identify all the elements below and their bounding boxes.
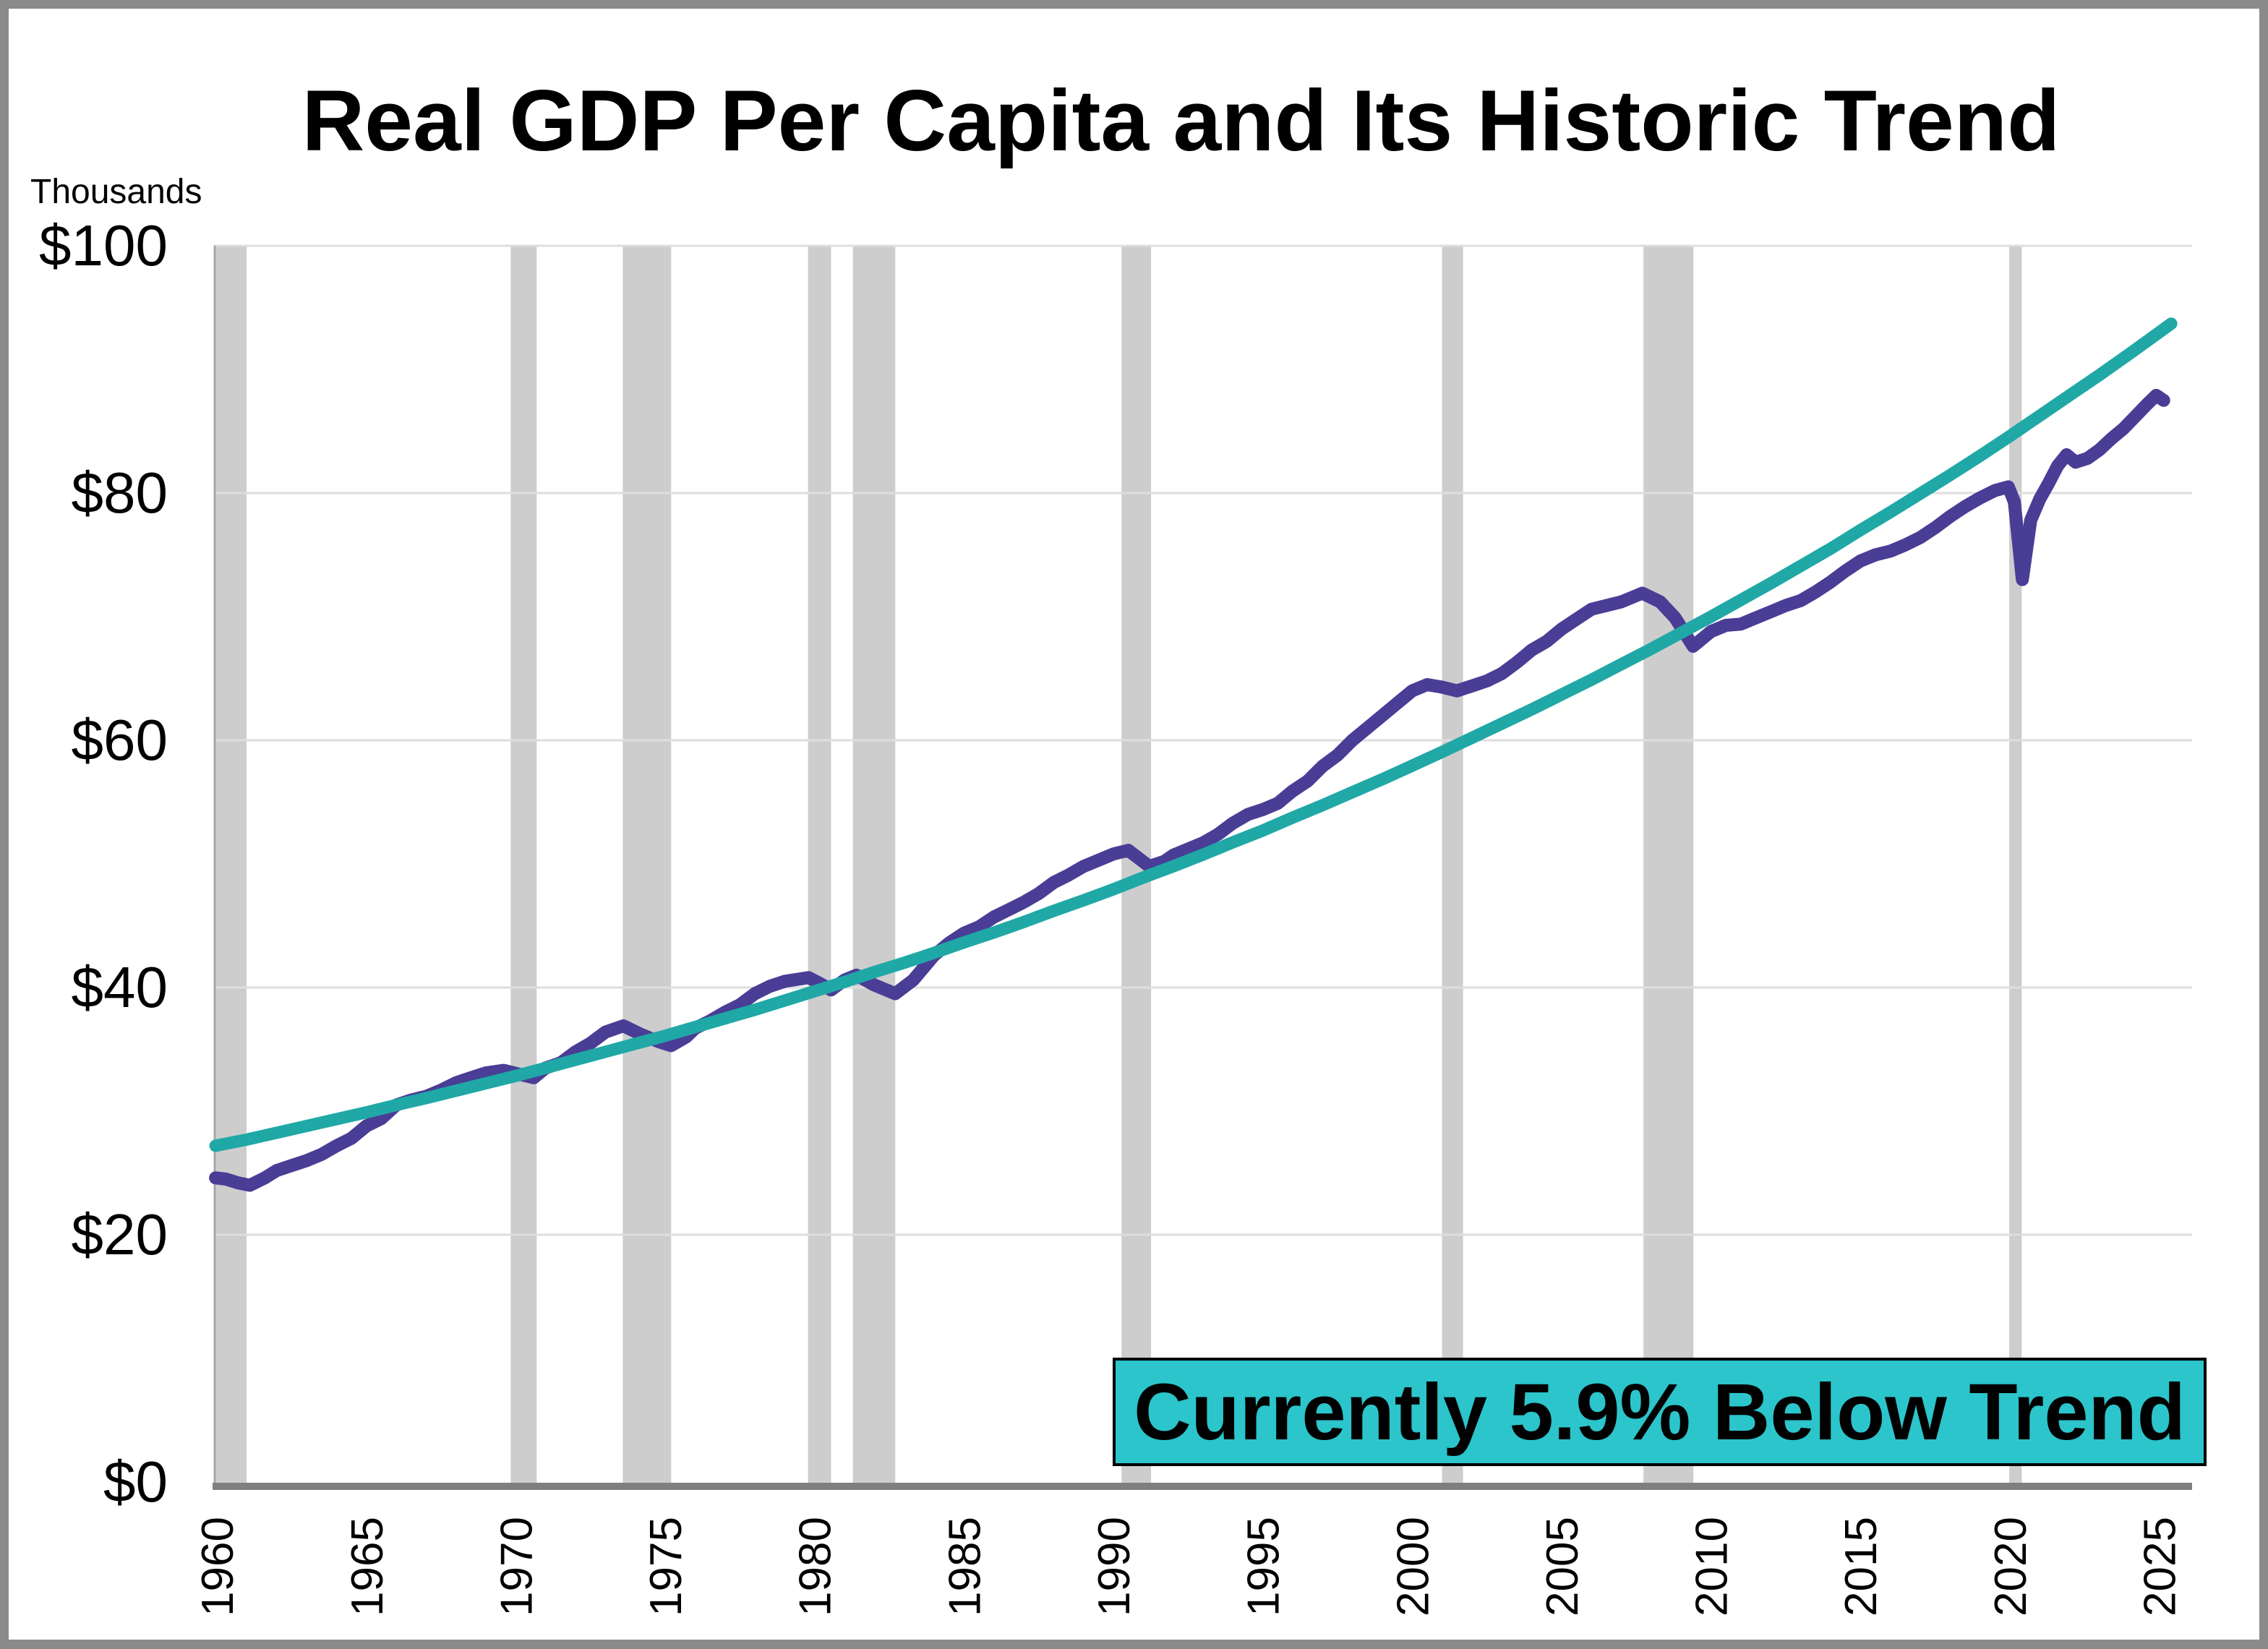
recession-band [1442, 247, 1463, 1483]
trend-line [209, 317, 2178, 1152]
x-tick-label: 1970 [492, 1517, 542, 1616]
x-tick-label: 2010 [1687, 1517, 1737, 1616]
y-axis-units-label: Thousands [30, 173, 202, 211]
x-tick-label: 2015 [1836, 1517, 1886, 1616]
recession-band [808, 247, 831, 1483]
x-tick-label: 2020 [1986, 1517, 2036, 1616]
annotation-text: Currently 5.9% Below Trend [1134, 1367, 2186, 1457]
x-tick-label: 1985 [940, 1517, 990, 1616]
x-tick-label: 1975 [641, 1517, 691, 1616]
y-tick-label: $20 [72, 1202, 168, 1267]
x-tick-label: 1960 [193, 1517, 243, 1616]
y-tick-label: $40 [72, 955, 168, 1019]
x-tick-label: 2005 [1538, 1517, 1588, 1616]
y-tick-label: $100 [39, 213, 168, 278]
x-tick-label: 1995 [1239, 1517, 1289, 1616]
recession-band [1643, 247, 1694, 1483]
y-tick-label: $0 [103, 1449, 168, 1514]
chart-title: Real GDP Per Capita and Its Historic Tre… [301, 72, 2061, 169]
recession-band [215, 247, 247, 1483]
x-tick-label: 1990 [1090, 1517, 1139, 1616]
x-tick-label: 1965 [343, 1517, 393, 1616]
x-tick-label: 2000 [1388, 1517, 1438, 1616]
y-tick-label: $80 [72, 461, 168, 525]
recession-band [852, 247, 896, 1483]
y-tick-label: $60 [72, 708, 168, 772]
annotation-box: Currently 5.9% Below Trend [1113, 1358, 2207, 1466]
recession-band [622, 247, 672, 1483]
x-axis-line [213, 1483, 2192, 1490]
x-tick-label: 2025 [2136, 1517, 2186, 1616]
x-tick-label: 1980 [791, 1517, 841, 1616]
gdp-line [209, 388, 2170, 1192]
recession-band [510, 247, 537, 1483]
